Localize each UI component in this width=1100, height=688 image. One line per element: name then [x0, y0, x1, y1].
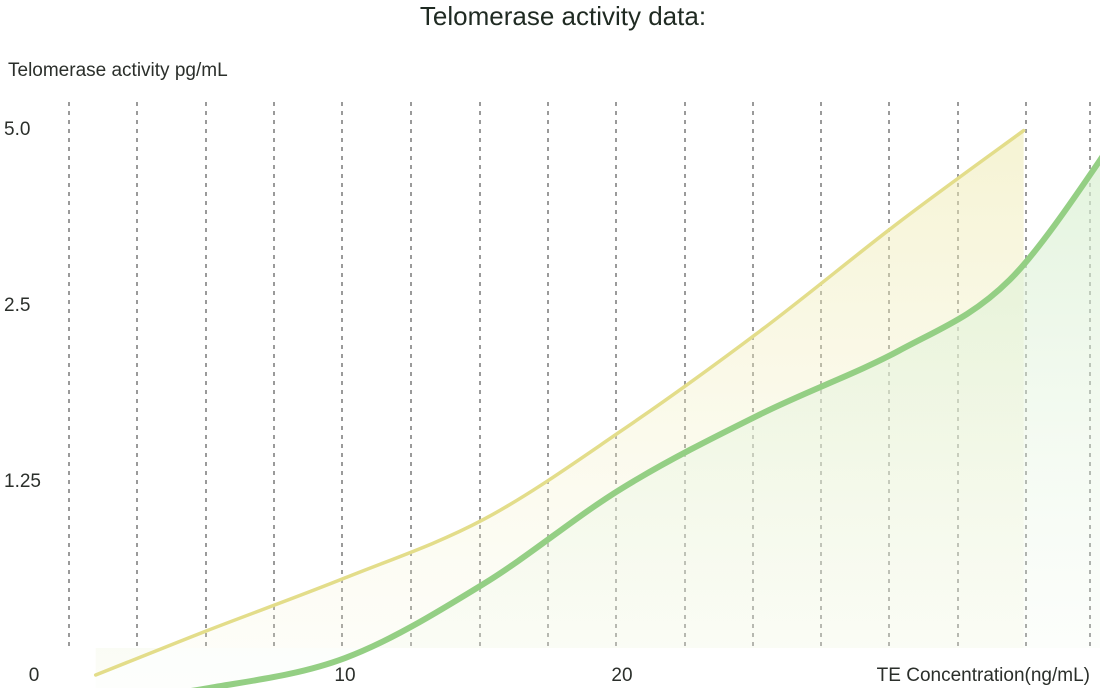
series-area: [95, 160, 1100, 688]
y-tick-label: 5.0: [4, 119, 30, 140]
y-axis-title: Telomerase activity pg/mL: [8, 60, 228, 81]
series-line: [190, 154, 1100, 688]
series-line: [93, 128, 1026, 677]
x-tick-label: 0: [29, 665, 40, 686]
series-areas: [95, 130, 1100, 688]
tick-labels: 5.0 2.5 1.25 0 10 20: [4, 119, 633, 686]
series-lines: [93, 128, 1100, 688]
x-tick-label: 20: [611, 665, 632, 686]
x-axis-title: TE Concentration(ng/mL): [877, 665, 1090, 686]
y-tick-label: 2.5: [4, 295, 30, 316]
x-tick-label: 10: [334, 665, 355, 686]
chart-title: Telomerase activity data:: [420, 1, 706, 31]
y-tick-label: 1.25: [4, 471, 41, 492]
